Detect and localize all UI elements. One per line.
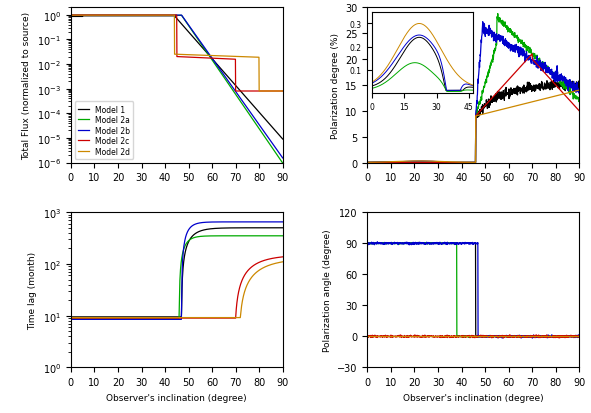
Model 1 — [213, 62, 220, 67]
X-axis label: Observer's inclination (degree): Observer's inclination (degree) — [106, 393, 247, 402]
Model 2d — [236, 55, 243, 60]
Y-axis label: Polarization degree (%): Polarization degree (%) — [330, 33, 340, 139]
Model 2c — [89, 14, 96, 19]
Y-axis label: Polarization angle (degree): Polarization angle (degree) — [323, 229, 332, 351]
Model 2c — [161, 14, 168, 19]
Model 2a — [279, 161, 286, 166]
Model 2c — [236, 89, 243, 94]
Line: Model 2c: Model 2c — [71, 16, 282, 92]
Model 2a — [236, 99, 243, 104]
Model 2c — [67, 14, 74, 19]
Model 2c — [153, 14, 160, 19]
Model 2d — [153, 14, 160, 19]
Model 1 — [153, 14, 160, 19]
Model 2a — [161, 14, 168, 19]
Legend: Model 1, Model 2a, Model 2b, Model 2c, Model 2d: Model 1, Model 2a, Model 2b, Model 2c, M… — [74, 102, 134, 159]
Model 2b — [232, 90, 239, 95]
Model 2d — [67, 14, 74, 19]
Model 2c — [232, 89, 239, 94]
Model 2d — [213, 54, 220, 59]
Model 1 — [89, 14, 96, 19]
Line: Model 1: Model 1 — [71, 17, 282, 140]
Model 2b — [89, 14, 96, 19]
Model 2a — [153, 14, 160, 19]
Model 2d — [256, 89, 263, 94]
Model 2b — [161, 14, 168, 19]
Model 2b — [236, 96, 243, 101]
Model 2d — [161, 14, 168, 19]
Line: Model 2a: Model 2a — [71, 16, 282, 164]
Model 2a — [213, 64, 220, 69]
Model 1 — [236, 89, 243, 94]
Model 2c — [213, 57, 220, 62]
Line: Model 2b: Model 2b — [71, 16, 282, 159]
Y-axis label: Total Flux (normalized to source): Total Flux (normalized to source) — [22, 12, 31, 159]
Model 2d — [279, 89, 286, 94]
Model 1 — [161, 14, 168, 19]
Model 1 — [233, 85, 240, 90]
Model 2d — [232, 55, 239, 60]
Model 2a — [232, 93, 239, 98]
Model 2a — [67, 14, 74, 19]
Model 1 — [67, 15, 74, 20]
Model 2c — [233, 89, 240, 94]
Model 2b — [279, 156, 286, 161]
Y-axis label: Time lag (month): Time lag (month) — [28, 251, 37, 329]
Model 2a — [89, 14, 96, 19]
Model 2d — [89, 14, 96, 19]
Model 1 — [79, 14, 86, 19]
Line: Model 2d: Model 2d — [71, 16, 282, 92]
Model 2b — [213, 63, 220, 68]
Model 2c — [279, 89, 286, 94]
Model 2b — [153, 14, 160, 19]
Model 1 — [279, 137, 286, 142]
Model 2b — [67, 14, 74, 19]
X-axis label: Observer's inclination (degree): Observer's inclination (degree) — [403, 393, 544, 402]
